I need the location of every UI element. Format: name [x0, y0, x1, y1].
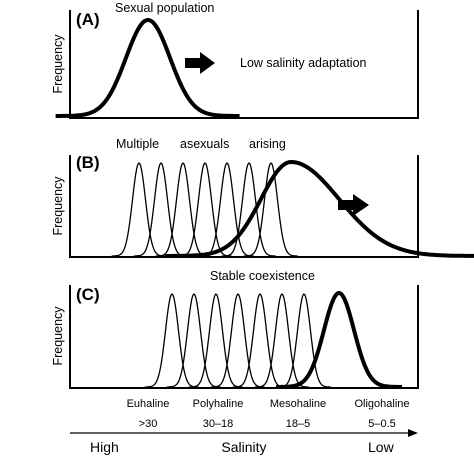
- panel-a-frame: [69, 10, 419, 119]
- panel-b-letter: (B): [76, 153, 100, 172]
- panel-b-right-arrow: [338, 194, 369, 216]
- panel-b-multiple-label: Multiple: [116, 137, 159, 151]
- panel-c-asexual-curve: [232, 293, 287, 388]
- salinity-high-label: High: [90, 439, 119, 455]
- panel-c-letter: (C): [76, 285, 100, 304]
- panel-b-asexuals-label: asexuals: [180, 137, 229, 151]
- panel-c-asexual-curve: [166, 293, 221, 388]
- panel-a-sexual-population-label: Sexual population: [115, 1, 214, 15]
- panel-b-asexual-curve: [111, 162, 166, 257]
- panel-a-low-salinity-label: Low salinity adaptation: [240, 56, 367, 70]
- salinity-axis: High Salinity Low: [70, 429, 418, 455]
- panel-c-stable-coexistence-label: Stable coexistence: [210, 269, 315, 283]
- panel-c-asexual-curves: [144, 293, 331, 388]
- panel-c: (C) Stable coexistence: [69, 269, 419, 389]
- panel-b-arising-label: arising: [249, 137, 286, 151]
- panel-c-asexual-curve: [210, 293, 265, 388]
- panel-a-sexual-curve: [54, 18, 241, 118]
- zone-mesohaline-name: Mesohaline: [270, 398, 326, 410]
- panel-b: (B) Multiple asexuals arising: [69, 137, 474, 258]
- panel-b-asexual-curve: [243, 162, 298, 257]
- panel-c-asexual-curve: [144, 293, 199, 388]
- zone-polyhaline-name: Polyhaline: [193, 398, 244, 410]
- panel-b-asexual-curves: [111, 162, 298, 257]
- panel-a-letter: (A): [76, 10, 100, 29]
- zone-mesohaline-range: 18–5: [286, 418, 310, 430]
- salinity-arrow-head: [408, 429, 418, 437]
- zone-oligohaline-name: Oligohaline: [354, 398, 409, 410]
- zone-oligohaline-range: 5–0.5: [368, 418, 396, 430]
- salinity-low-label: Low: [368, 439, 395, 455]
- panel-a-right-arrow: [185, 52, 215, 74]
- zone-euhaline-range: >30: [139, 418, 158, 430]
- panel-c-frame: [69, 285, 419, 389]
- zone-euhaline-name: Euhaline: [127, 398, 170, 410]
- panel-a-ylabel: Frequency: [51, 34, 65, 94]
- panel-b-ylabel: Frequency: [51, 176, 65, 236]
- panel-b-asexual-curve: [133, 162, 188, 257]
- panel-c-ylabel: Frequency: [51, 306, 65, 366]
- panel-c-asexual-curve: [188, 293, 243, 388]
- salinity-zones: Euhaline >30 Polyhaline 30–18 Mesohaline…: [127, 398, 410, 430]
- panel-a: (A) Sexual population Low salinity adapt…: [54, 1, 419, 119]
- salinity-axis-label: Salinity: [221, 439, 266, 455]
- panel-b-asexual-curve: [221, 162, 276, 257]
- panel-c-sexual-curve: [275, 291, 403, 389]
- zone-polyhaline-range: 30–18: [203, 418, 234, 430]
- panel-b-frame: [69, 155, 419, 258]
- panel-b-sexual-curve: [164, 160, 474, 258]
